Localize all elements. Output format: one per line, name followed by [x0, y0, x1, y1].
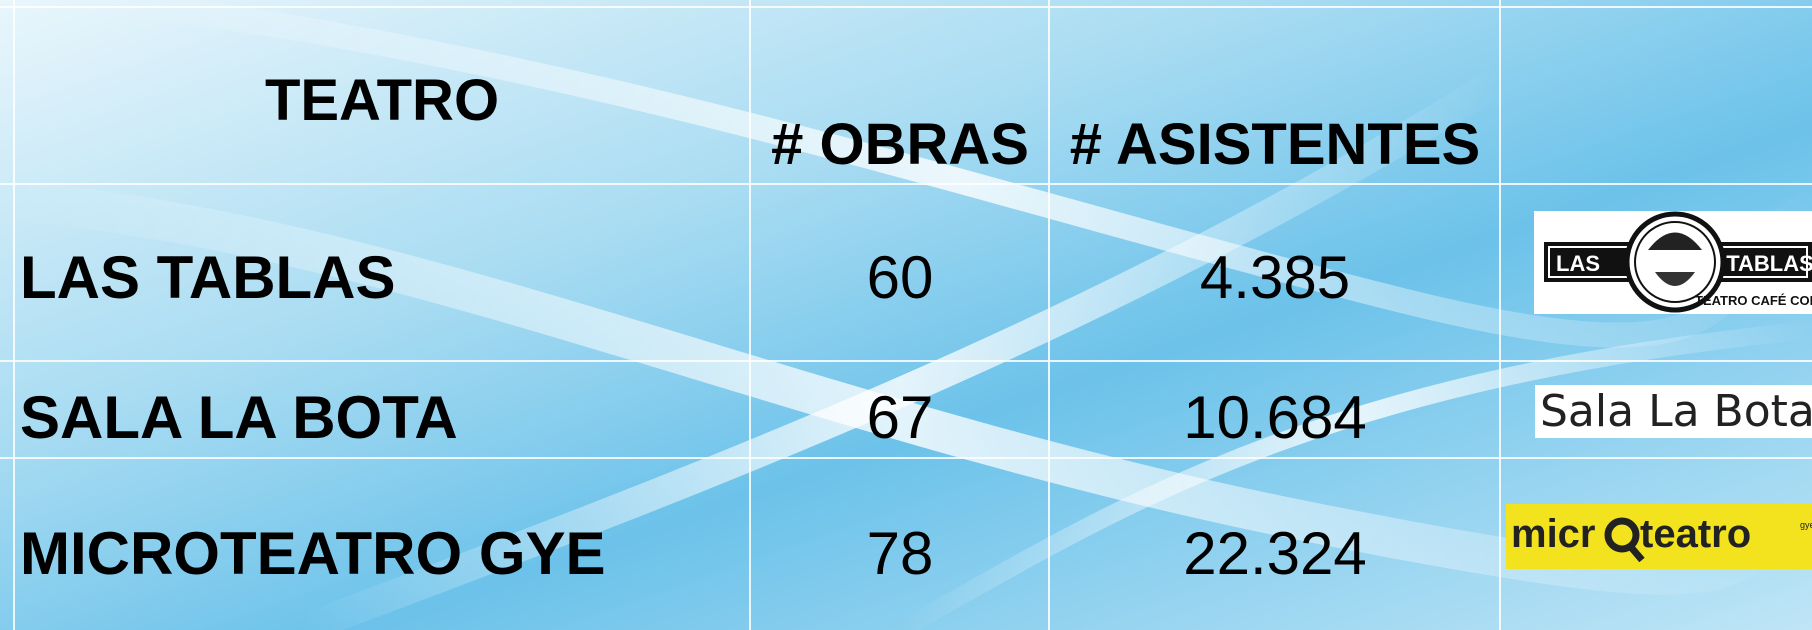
logo-subtext: gye: [1800, 520, 1812, 530]
logo-text: teatro: [1640, 512, 1751, 556]
swoosh: [294, 67, 1508, 630]
header-cell: # OBRAS: [771, 112, 1029, 177]
theater-name: MICROTEATRO GYE: [20, 520, 606, 587]
logo-text: LAS: [1556, 251, 1600, 276]
logo-text: TABLAS: [1726, 251, 1812, 276]
attendees-count: 22.324: [1183, 520, 1367, 587]
plays-count: 78: [867, 520, 934, 587]
logo-bg: [1535, 385, 1812, 438]
plays-count: 60: [867, 244, 934, 311]
attendees-count: 4.385: [1200, 244, 1350, 311]
logo-magnifier: [1604, 517, 1640, 553]
theater-name: SALA LA BOTA: [20, 384, 458, 451]
logo-sala-la-bota: Sala La Bota: [1535, 385, 1812, 438]
logo-las-tablas: LAS TABLAS TEATRO CAFÉ CONCERT: [1534, 211, 1812, 314]
logo-text: micr: [1511, 512, 1596, 556]
attendees-count: 10.684: [1183, 384, 1367, 451]
header-cell: TEATRO: [265, 68, 499, 133]
header-cell: # ASISTENTES: [1070, 112, 1480, 177]
logo-beard: [1655, 272, 1695, 286]
logo-hair: [1648, 232, 1702, 250]
logo-microteatro: micr teatro gye: [1506, 504, 1812, 569]
logo-subtext: TEATRO CAFÉ CONCERT: [1695, 293, 1812, 308]
logo-magnifier-handle: [1627, 543, 1645, 563]
logo-text: Sala La Bota: [1540, 386, 1812, 437]
logo-face: [1634, 221, 1716, 303]
plays-count: 67: [867, 384, 934, 451]
theater-name: LAS TABLAS: [20, 244, 396, 311]
logo-bg: [1506, 504, 1812, 569]
